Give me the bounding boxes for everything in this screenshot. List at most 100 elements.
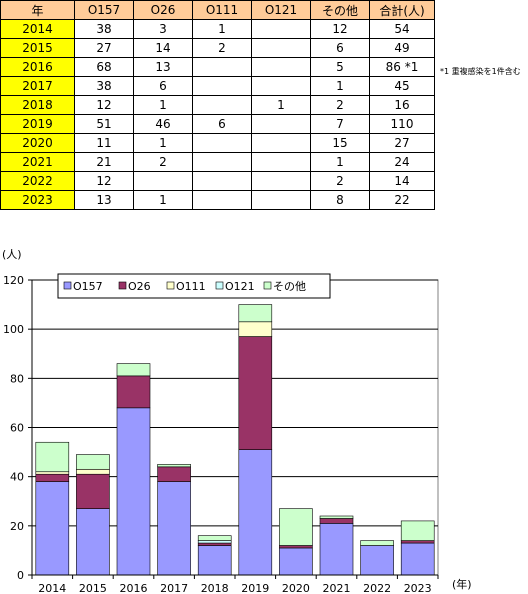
bar-segment [360, 540, 394, 546]
legend-swatch [166, 281, 175, 290]
table-cell [251, 114, 311, 134]
bar-segment [238, 449, 273, 576]
year-cell: 2020 [0, 133, 75, 153]
bar-segment [157, 464, 191, 468]
table-cell: 5 [310, 57, 370, 77]
x-tick-label: 2023 [404, 582, 432, 594]
table-row: 2022 12 2 14 [0, 171, 435, 191]
table-cell: 2 [310, 171, 370, 191]
legend-label: O121 [225, 280, 255, 293]
table-header-row: 年 O157 O26 O111 O121 その他 合計(人) [0, 0, 435, 20]
bar-segment [197, 535, 232, 541]
x-axis-label: (年) [452, 577, 472, 591]
bar-segment [400, 542, 435, 576]
table-cell: 13 [133, 57, 193, 77]
table-cell [192, 190, 252, 210]
table-cell: 7 [310, 114, 370, 134]
table-cell: 45 [369, 76, 435, 96]
x-tick-label: 2019 [241, 582, 269, 594]
table-cell: 21 [74, 152, 134, 172]
table-row: 2016 68 13 5 86 *1 [0, 57, 435, 77]
table-cell: 6 [192, 114, 252, 134]
table-row: 2019 51 46 6 7 110 [0, 114, 435, 134]
x-tick-label: 2016 [120, 582, 148, 594]
x-tick-label: 2018 [201, 582, 229, 594]
x-tick-label: 2014 [38, 582, 66, 594]
table-cell: 8 [310, 190, 370, 210]
bar-segment [400, 540, 435, 544]
table-cell: 27 [369, 133, 435, 153]
table-cell: 38 [74, 19, 134, 39]
header-cell: 年 [0, 0, 75, 20]
header-cell: 合計(人) [369, 0, 435, 20]
y-tick-label: 20 [10, 520, 24, 533]
legend-swatch [118, 281, 127, 290]
legend-label: O26 [128, 280, 151, 293]
x-tick-label: 2021 [323, 582, 351, 594]
table-cell: 22 [369, 190, 435, 210]
x-tick-label: 2015 [79, 582, 107, 594]
table-row: 2020 11 1 15 27 [0, 133, 435, 153]
table-cell: 54 [369, 19, 435, 39]
bar-segment [35, 471, 70, 475]
year-cell: 2022 [0, 171, 75, 191]
table-cell: 6 [133, 76, 193, 96]
bar-segment [279, 547, 313, 576]
bar-segment [319, 518, 354, 524]
table-cell [251, 19, 311, 39]
footnote: *1 重複感染を1件含む [440, 67, 521, 76]
bars [35, 304, 435, 576]
data-table: 年 O157 O26 O111 O121 その他 合計(人) 2014 38 3… [0, 0, 435, 210]
table-cell: 46 [133, 114, 193, 134]
table-cell: 1 [133, 190, 193, 210]
year-cell: 2014 [0, 19, 75, 39]
bar-segment [279, 508, 313, 546]
bar-segment [76, 508, 110, 576]
bar-segment [319, 523, 354, 576]
year-cell: 2019 [0, 114, 75, 134]
bar-segment [238, 304, 273, 323]
header-cell: その他 [310, 0, 370, 20]
year-cell: 2018 [0, 95, 75, 115]
table-row: 2017 38 6 1 45 [0, 76, 435, 96]
y-tick-label: 100 [3, 323, 24, 336]
year-cell: 2017 [0, 76, 75, 96]
tick-labels: 0 20 40 60 80 100 120 2014 2015 2016 2017 2018 2019 2… [3, 274, 432, 594]
bar-segment [400, 520, 435, 541]
table-row: 2018 12 1 1 2 16 [0, 95, 435, 115]
table-cell [251, 190, 311, 210]
bar-segment [157, 466, 191, 482]
table-cell [192, 95, 252, 115]
legend-swatch [263, 281, 272, 290]
legend-label: O111 [176, 280, 206, 293]
table-cell: 12 [74, 171, 134, 191]
y-axis-label: (人) [2, 248, 22, 261]
table-cell [251, 38, 311, 58]
header-cell: O26 [133, 0, 193, 20]
year-cell: 2015 [0, 38, 75, 58]
x-tick-label: 2020 [282, 582, 310, 594]
y-tick-label: 0 [17, 569, 24, 582]
legend-box [57, 273, 331, 299]
bar-segment [116, 407, 151, 576]
bar-segment [197, 545, 232, 576]
table-cell [251, 171, 311, 191]
table-cell: 2 [192, 38, 252, 58]
bar-segment [197, 542, 232, 546]
bar-segment [197, 540, 232, 544]
table-cell: 1 [310, 152, 370, 172]
bar-segment [76, 473, 110, 509]
bar-segment [319, 515, 354, 519]
bar-segment [279, 545, 313, 549]
table-cell [192, 76, 252, 96]
x-tick-label: 2022 [363, 582, 391, 594]
table-cell: 1 [251, 95, 311, 115]
stacked-bar-chart: 0 20 40 60 80 100 120 2014 2015 2016 2017 2018 2019 2… [2, 248, 472, 594]
legend-label: O157 [73, 280, 103, 293]
table-cell [251, 152, 311, 172]
table-cell: 51 [74, 114, 134, 134]
y-tick-label: 120 [3, 274, 24, 287]
table-cell: 2 [133, 152, 193, 172]
table-cell: 68 [74, 57, 134, 77]
table-cell: 16 [369, 95, 435, 115]
